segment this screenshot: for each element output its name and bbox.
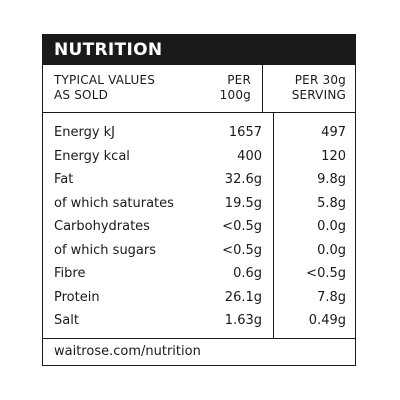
per-100g-value: <0.5g xyxy=(222,219,262,234)
header-per-30g-serving: PER 30g SERVING xyxy=(263,65,355,112)
per-100g-value: 19.5g xyxy=(224,195,262,211)
per-30g-value: 0.0g xyxy=(317,219,346,234)
table-header: TYPICAL VALUES AS SOLD PER 100g PER 30g … xyxy=(43,65,355,113)
per-100g-value: 400 xyxy=(237,148,262,164)
nutrition-title: NUTRITION xyxy=(43,35,355,65)
nutrition-panel: NUTRITION TYPICAL VALUES AS SOLD PER 100… xyxy=(42,34,356,366)
nutrient-names-column: Energy kJ Energy kcal Fat of which satur… xyxy=(43,113,207,338)
header-per30-line2: SERVING xyxy=(291,88,346,102)
header-typical-values: TYPICAL VALUES AS SOLD xyxy=(43,65,196,112)
per-30g-value: 0.49g xyxy=(308,313,346,328)
nutrient-name: Carbohydrates xyxy=(54,219,150,234)
per-30g-column: 497 120 9.8g 5.8g 0.0g 0.0g <0.5g 7.8g 0… xyxy=(274,113,355,338)
header-per-100g: PER 100g xyxy=(196,65,251,112)
per-100g-column: 1657 400 32.6g 19.5g <0.5g <0.5g 0.6g 26… xyxy=(207,113,262,338)
per-30g-value: 7.8g xyxy=(317,289,346,305)
nutrient-name: Fibre xyxy=(54,266,86,281)
nutrition-table-body: Energy kJ Energy kcal Fat of which satur… xyxy=(43,113,355,339)
nutrient-name: Salt xyxy=(54,313,79,328)
per-100g-value: 1657 xyxy=(228,125,262,140)
nutrient-name: Fat xyxy=(54,172,74,187)
per-100g-value: 26.1g xyxy=(224,289,262,305)
per-100g-value: 0.6g xyxy=(233,266,262,281)
nutrition-link[interactable]: waitrose.com/nutrition xyxy=(54,344,201,359)
per-100g-value: 32.6g xyxy=(224,172,262,187)
per-30g-value: 120 xyxy=(321,148,346,164)
per-30g-value: 0.0g xyxy=(317,242,346,258)
nutrient-name: Energy kJ xyxy=(54,125,116,140)
column-divider xyxy=(251,65,263,112)
per-100g-value: 1.63g xyxy=(224,313,262,328)
nutrient-name: Protein xyxy=(54,289,100,305)
header-name-line2: AS SOLD xyxy=(54,88,109,102)
nutrient-name: of which saturates xyxy=(54,195,174,211)
per-30g-value: 9.8g xyxy=(317,172,346,187)
header-per100-line1: PER xyxy=(227,73,251,87)
per-30g-value: 5.8g xyxy=(317,195,346,211)
header-name-line1: TYPICAL VALUES xyxy=(54,73,156,87)
header-per100-line2: 100g xyxy=(219,88,251,102)
header-per30-line1: PER 30g xyxy=(294,73,346,87)
nutrient-name: Energy kcal xyxy=(54,148,130,164)
per-30g-value: <0.5g xyxy=(306,266,346,281)
per-100g-value: <0.5g xyxy=(222,242,262,258)
per-30g-value: 497 xyxy=(321,125,346,140)
column-divider xyxy=(262,113,274,338)
nutrient-name: of which sugars xyxy=(54,242,157,258)
